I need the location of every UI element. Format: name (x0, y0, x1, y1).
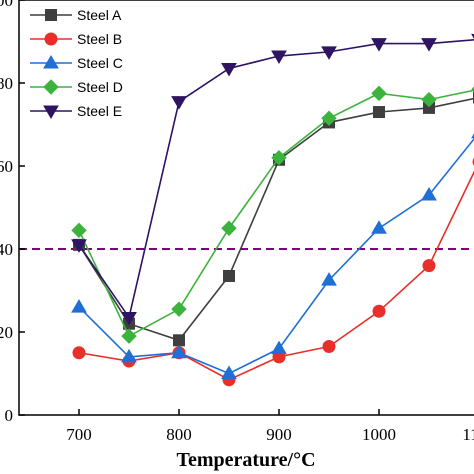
data-point (121, 348, 137, 363)
data-point (221, 365, 237, 379)
series-steel-d (71, 85, 474, 344)
x-axis-title: Temperature/°C (176, 449, 315, 471)
data-point (321, 272, 337, 286)
legend-marker (45, 9, 57, 21)
axis-layer: 700 800 900 1000 1100 0 20 40 60 80 100 (0, 0, 474, 444)
data-point (71, 299, 87, 313)
legend-item: Steel E (30, 103, 122, 119)
data-point (121, 311, 137, 326)
data-point (223, 269, 235, 282)
data-point (271, 50, 287, 65)
data-point (271, 340, 287, 355)
data-point (371, 220, 387, 234)
data-point (221, 220, 237, 236)
data-point (421, 187, 437, 201)
y-tick-label: 60 (0, 157, 13, 176)
y-tick-label: 40 (0, 240, 13, 259)
data-point (271, 149, 287, 166)
data-point (371, 85, 387, 102)
data-point (171, 301, 187, 317)
data-point (371, 38, 387, 52)
legend-marker (44, 32, 58, 46)
data-point (221, 62, 237, 77)
data-point (321, 110, 337, 126)
y-tick-label: 20 (0, 323, 13, 342)
series-line (78, 97, 474, 342)
data-point (373, 106, 385, 119)
x-tick-label: 1000 (362, 425, 396, 444)
series-steel-a (73, 91, 474, 347)
data-point (372, 304, 386, 318)
legend: Steel A Steel B Steel C Steel D Steel E (30, 7, 123, 119)
data-point (322, 340, 336, 354)
x-tick-label: 700 (66, 425, 92, 444)
data-point (72, 346, 86, 360)
x-tick-label: 800 (166, 425, 192, 444)
data-point (173, 334, 185, 347)
data-point (71, 222, 87, 239)
legend-marker (43, 79, 59, 95)
series-line (78, 39, 474, 320)
legend-label: Steel C (77, 55, 123, 71)
legend-item: Steel B (30, 31, 122, 47)
data-point (422, 259, 436, 273)
series-line (78, 89, 474, 338)
data-point (321, 46, 337, 60)
legend-item: Steel D (30, 79, 123, 95)
y-tick-label: 100 (0, 0, 13, 10)
data-point (121, 328, 137, 344)
legend-label: Steel E (77, 103, 122, 119)
data-point (421, 38, 437, 52)
series-layer (71, 33, 474, 387)
y-tick-label: 0 (5, 406, 14, 425)
series-steel-c (71, 133, 474, 379)
x-tick-label: 900 (266, 425, 292, 444)
legend-marker (43, 55, 59, 69)
legend-marker (43, 105, 59, 119)
data-point (171, 344, 187, 359)
data-point (71, 239, 87, 253)
legend-label: Steel A (77, 7, 122, 23)
data-point (421, 91, 437, 108)
plot-frame-group (18, 0, 474, 416)
legend-item: Steel A (30, 7, 122, 23)
data-point (171, 96, 187, 110)
legend-label: Steel B (77, 31, 122, 47)
series-line (78, 137, 474, 375)
x-tick-label: 1100 (462, 425, 474, 444)
y-tick-label: 80 (0, 74, 13, 93)
plot-frame (18, 0, 474, 416)
series-steel-e (71, 33, 474, 326)
legend-label: Steel D (77, 79, 123, 95)
legend-item: Steel C (30, 55, 123, 71)
